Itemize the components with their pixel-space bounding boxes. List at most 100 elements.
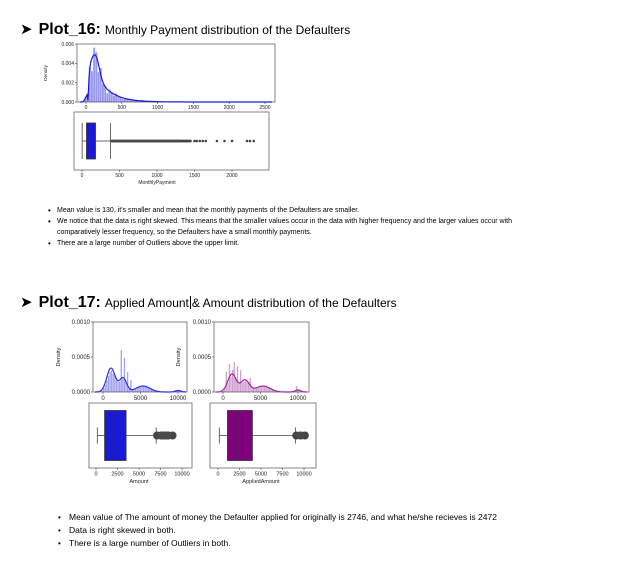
histogram-bar [259,387,261,392]
x-tick-label: 0 [85,105,88,111]
outlier-point [248,139,252,143]
x-tick-label: 2000 [226,173,237,179]
y-tick-label: 0.0000 [193,390,212,396]
list-item: Mean value is 130, it's smaller and mean… [48,205,608,216]
histogram-bar [113,95,115,102]
histogram-bar [254,388,256,392]
histogram-bar [97,72,100,102]
outlier-point [201,139,205,143]
histogram-bar [225,372,227,392]
histogram-bar [151,389,153,392]
histogram-bar [102,84,104,102]
x-tick-label: 2500 [259,105,270,111]
histogram-bar [235,379,237,392]
histogram-bar [264,386,266,392]
histogram-bar [244,380,247,392]
y-tick-label: 0.004 [61,61,74,67]
x-tick-label: 5000 [255,472,267,478]
histogram-bar [108,89,111,102]
histogram-bar [260,386,263,392]
histogram-bar [88,66,91,102]
histogram-bar [230,376,232,392]
plot17-number: Plot_17: [38,294,101,311]
x-tick-label: 5000 [254,396,268,402]
x-tick-label: 10000 [174,472,189,478]
histogram-bar [128,99,131,102]
histogram-bar [117,96,120,102]
histogram-bar [132,100,135,102]
histogram-bar [109,371,111,392]
histogram-bar [115,93,118,102]
plot17-heading: ➤ Plot_17: Applied Amount & Amount distri… [20,293,397,312]
histogram-bar [125,381,127,392]
list-item: Mean value of The amount of money the De… [58,511,598,524]
histogram-bar [176,390,178,392]
histogram-bar [106,93,109,102]
histogram-bar [114,375,116,392]
histogram-bar [272,389,274,392]
density-curve [216,373,307,393]
y-tick-label: 0.0010 [193,320,212,326]
histogram-bar [144,386,146,392]
histogram-bar [121,99,124,102]
histogram-bar [117,381,119,392]
x-tick-label: 2000 [224,105,235,111]
y-axis-label: Density [56,347,62,366]
histogram-bar [175,391,177,392]
histogram-bar [122,378,124,392]
y-tick-label: 0.000 [61,100,74,106]
histogram-bar [112,374,114,392]
outlier-point [189,139,192,143]
histogram-bar [111,370,113,392]
box-iqr [104,410,127,461]
outlier-point [215,139,219,143]
plot16-heading: ➤ Plot_16: Monthly Payment distribution … [20,20,350,39]
histogram-bar [241,382,243,392]
histogram-bar [136,388,138,392]
histogram-bar [246,381,248,392]
histogram-bar [154,390,156,392]
x-tick-label: 500 [115,173,124,179]
histogram-bar [146,387,148,392]
x-tick-label: 7500 [154,472,166,478]
histogram-bar [135,389,137,392]
histogram-bar [130,380,132,392]
histogram-bar [232,370,234,392]
histogram-bar [238,383,240,392]
y-tick-label: 0.0005 [72,355,91,361]
histogram-bar [227,383,229,392]
x-tick-label: 10000 [296,472,311,478]
outlier-point [204,139,208,143]
outlier-point [195,139,199,143]
outlier-point [198,139,202,143]
plot17-bullets: Mean value of The amount of money the De… [58,511,598,550]
x-tick-label: 500 [118,105,127,111]
histogram-bar [104,85,107,102]
outlier-band [157,431,173,440]
histogram-bar [139,387,142,392]
outlier-point [252,139,256,143]
histogram-bar [143,386,145,392]
list-item: Data is right skewed in both. [58,524,598,537]
histogram-bar [101,390,103,392]
histogram-bar [141,386,143,392]
density-curve [80,54,272,103]
histogram-bar [240,370,242,392]
histogram-bar [103,388,105,392]
list-item: There is a large number of Outliers in b… [58,537,598,550]
y-tick-label: 0.006 [61,42,74,48]
x-tick-label: 7500 [276,472,288,478]
histogram-bar [236,366,239,392]
density-curve [95,367,187,393]
outlier-band [296,431,305,440]
histogram-bar [119,381,121,392]
x-tick-label: 10000 [290,396,307,402]
x-tick-label: 1500 [189,173,200,179]
histogram-bar [130,99,133,102]
plot16-figure: 0.000 0.002 0.004 0.006 0 500 1000 1500 2000 2500… [43,42,276,186]
histogram-bar [128,387,130,392]
histogram-bar [152,389,154,392]
histogram-bar [222,390,224,392]
histogram-bar [93,47,96,102]
y-tick-label: 0.0000 [72,390,91,396]
